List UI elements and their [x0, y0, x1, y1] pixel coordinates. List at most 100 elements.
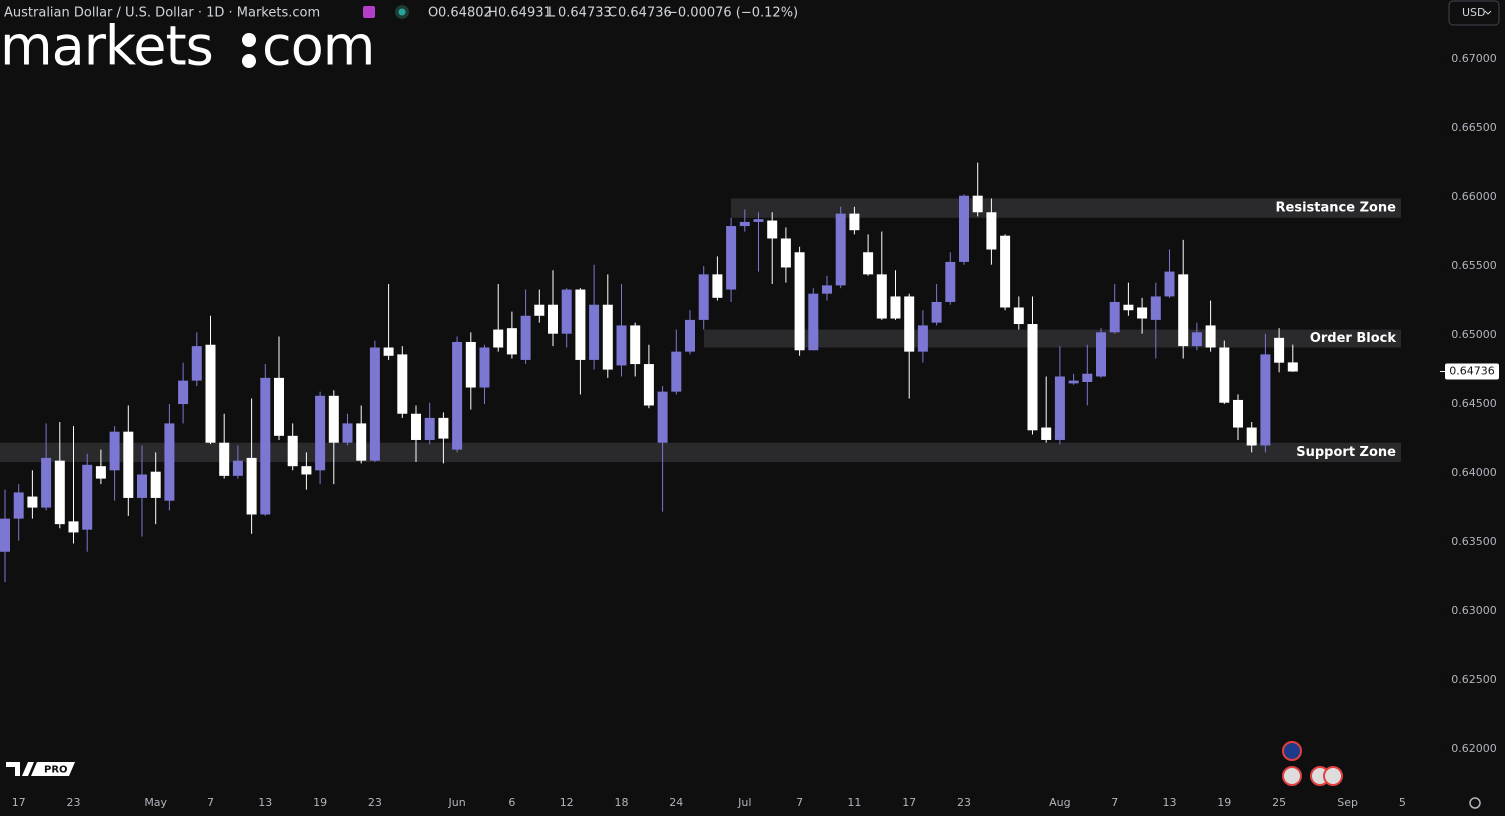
x-tick-label: 23 [368, 796, 382, 809]
flag-us[interactable] [1323, 766, 1343, 786]
candle-body [1137, 307, 1148, 319]
last-price-box [1445, 363, 1499, 380]
candle-body [164, 423, 175, 501]
zones: Resistance Zone Order Block Support Zone [0, 198, 1401, 463]
y-tick-label: 0.64000 [1451, 466, 1497, 479]
candle-body [356, 423, 367, 461]
candle-body [1041, 427, 1052, 440]
candle-body [13, 492, 24, 519]
candle-body [643, 364, 654, 406]
candle-body [123, 431, 134, 498]
candle-body [191, 346, 202, 381]
candle-body [95, 466, 106, 479]
ohlc-key: C [608, 6, 617, 21]
candle-body [1150, 296, 1161, 320]
candle-body [794, 252, 805, 351]
zone [0, 442, 1401, 463]
candle-body [452, 341, 463, 450]
x-tick-label: 25 [1272, 796, 1286, 809]
candle-body [849, 213, 860, 231]
candle-body [178, 380, 189, 405]
y-tick-label: 0.62500 [1451, 673, 1497, 686]
x-tick-label: 12 [560, 796, 574, 809]
candle-body [301, 466, 312, 475]
candle-body [137, 474, 147, 498]
candle-body [424, 417, 435, 440]
candle-body [438, 417, 449, 439]
candle-body [1287, 362, 1298, 372]
x-tick-label: 18 [615, 796, 629, 809]
candle-body [82, 464, 93, 530]
candle-body [54, 460, 65, 525]
x-tick-label: Jun [448, 796, 466, 809]
candle-body [602, 304, 613, 370]
candle-body [68, 521, 79, 533]
x-tick-label: 13 [258, 796, 272, 809]
candle-body [219, 442, 230, 476]
candle-body [1013, 307, 1024, 325]
candle-body [698, 274, 709, 320]
candle-body [739, 221, 750, 227]
candle-body [260, 377, 271, 515]
zone-label: Order Block [1310, 331, 1397, 346]
candle-body [1191, 332, 1202, 347]
candle-body [917, 325, 928, 352]
candle-body [397, 354, 408, 414]
x-tick-label: 23 [957, 796, 971, 809]
y-tick-label: 0.66500 [1451, 121, 1497, 134]
change: −0.00076 (−0.12%) [667, 6, 798, 21]
candle-body [1205, 325, 1216, 348]
logo-dot [242, 33, 256, 47]
candle-body [1260, 354, 1271, 446]
candle-body [753, 219, 764, 222]
x-tick-label: 17 [12, 796, 26, 809]
ohlc-value: 0.64931 [498, 6, 552, 21]
candle-body [890, 296, 901, 319]
y-tick-label: 0.63000 [1451, 604, 1497, 617]
y-tick-label: 0.65500 [1451, 259, 1497, 272]
candle-body [1233, 399, 1243, 428]
ohlc-value: 0.64733 [558, 6, 612, 21]
candle-body [1219, 347, 1230, 403]
symbol-title: Australian Dollar / U.S. Dollar · 1D · M… [4, 6, 320, 21]
flag-us[interactable] [1282, 766, 1302, 786]
x-tick-label: 7 [796, 796, 803, 809]
ohlc-key: H [488, 6, 498, 21]
candle-body [1068, 380, 1079, 384]
x-tick-label: 5 [1399, 796, 1406, 809]
candle-body [712, 274, 723, 298]
candles [0, 162, 1298, 583]
y-tick-label: 0.66000 [1451, 190, 1497, 203]
candle-body [315, 395, 326, 471]
settings-icon[interactable] [1469, 797, 1481, 809]
candle-body [657, 391, 668, 443]
x-tick-label: 7 [1111, 796, 1118, 809]
candle-body [0, 518, 10, 552]
candle-body [972, 195, 983, 213]
zone [731, 198, 1401, 218]
time-axis: 17 23 May 7 13 19 23 Jun 6 12 18 24 Jul 7 11 17 23 Aug 7 13… [12, 796, 1406, 809]
candle-body [780, 238, 791, 268]
candle-body [876, 274, 887, 319]
x-tick-label: 24 [669, 796, 683, 809]
dropdown-arrow [1484, 10, 1492, 15]
zone-label: Support Zone [1296, 445, 1396, 460]
candle-body [342, 423, 353, 443]
candle-body [479, 347, 490, 388]
candle-body [520, 315, 531, 360]
ohlc-key: O [428, 6, 438, 21]
candle-body [109, 431, 120, 471]
zone [704, 329, 1401, 348]
candle-body [287, 435, 298, 467]
currency-button[interactable] [1448, 0, 1500, 26]
flag-au[interactable] [1282, 741, 1302, 761]
y-tick-label: 0.62000 [1451, 742, 1497, 755]
candle-body [1000, 235, 1011, 308]
candle-body [1054, 376, 1065, 440]
x-tick-label: Sep [1337, 796, 1358, 809]
logo-right: com [262, 15, 374, 78]
x-tick-label: Aug [1049, 796, 1070, 809]
